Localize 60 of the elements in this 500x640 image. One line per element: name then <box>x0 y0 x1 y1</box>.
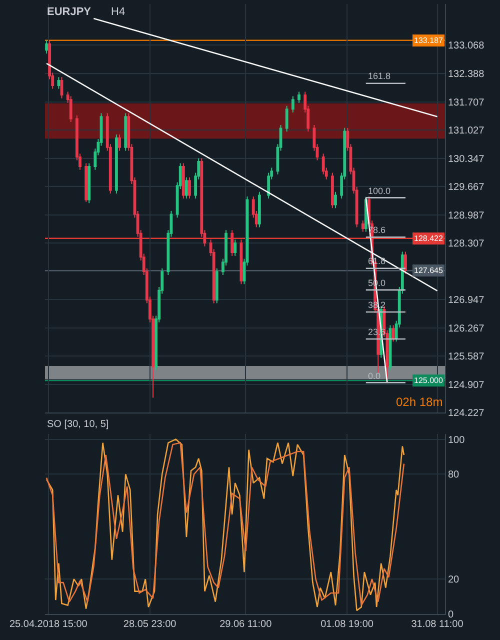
y-tick-label: 129.667 <box>448 182 485 194</box>
y-tick-label: 132.388 <box>448 69 485 80</box>
ref-line-label: 133.187 <box>414 36 444 45</box>
candlestick <box>88 162 91 204</box>
y-tick-label: 100 <box>448 434 466 446</box>
x-tick-label: 01.08 19:00 <box>320 619 374 630</box>
candlestick <box>184 176 188 200</box>
series-label: 23.6 <box>368 327 386 337</box>
annotation: 02h 18m <box>396 395 443 409</box>
candlestick <box>188 176 191 200</box>
candlestick <box>124 112 128 152</box>
y-tick-label: 126.947 <box>448 295 485 306</box>
y-tick-label: 20 <box>448 574 460 586</box>
text: SO [30, 10, 5] <box>47 419 109 430</box>
candlestick <box>84 162 88 202</box>
x-tick-label: 25.04.2018 15:00 <box>9 619 88 630</box>
x-tick-label: 28.05 23:00 <box>123 619 177 630</box>
candlestick <box>115 134 118 194</box>
y-tick-label: 131.027 <box>448 126 485 137</box>
candlestick <box>291 96 294 113</box>
series-label: 0.0 <box>368 371 381 381</box>
chart-subtitle: H4 <box>111 6 126 18</box>
y-tick-label: 0 <box>448 610 454 620</box>
y-tick-label: 128.987 <box>448 210 485 222</box>
y-tick-label: 126.267 <box>448 323 485 334</box>
candlestick <box>57 76 60 90</box>
candlestick <box>267 172 270 200</box>
candlestick <box>298 91 300 104</box>
series-label: 161.8 <box>368 71 391 81</box>
candlestick <box>230 230 234 256</box>
y-tick-label: 131.707 <box>448 97 485 108</box>
candlestick <box>234 239 237 256</box>
candlestick <box>69 96 72 123</box>
y-tick-label: 124.907 <box>448 380 485 391</box>
candlestick <box>215 268 218 304</box>
y-tick-label: 125.587 <box>448 352 485 363</box>
y-tick-label: 130.347 <box>448 154 485 165</box>
candlestick <box>45 40 48 54</box>
candlestick <box>118 134 121 152</box>
candlestick <box>182 162 185 200</box>
candlestick <box>240 239 243 285</box>
candlestick <box>330 172 334 209</box>
ref-line-label: 128.422 <box>414 234 444 243</box>
y-tick-label: 124.227 <box>448 408 485 420</box>
candlestick <box>361 220 364 232</box>
candlestick <box>334 191 337 209</box>
candlestick <box>258 191 261 228</box>
candlestick <box>404 251 407 274</box>
candlestick <box>60 76 64 99</box>
ref-line-label: 127.645 <box>414 266 444 275</box>
candlestick <box>285 105 288 132</box>
series-label: 100.0 <box>368 186 391 196</box>
y-tick-label: 128.307 <box>448 238 485 250</box>
candlestick <box>392 324 395 342</box>
y-tick-label: 133.068 <box>448 40 485 52</box>
y-tick-label: 80 <box>448 470 460 481</box>
ref-line-label: 125.000 <box>414 376 444 385</box>
x-tick-label: 29.06 11:00 <box>220 619 272 630</box>
chart-title: EURJPY <box>47 6 92 18</box>
x-tick-label: 31.08 11:00 <box>411 619 464 630</box>
